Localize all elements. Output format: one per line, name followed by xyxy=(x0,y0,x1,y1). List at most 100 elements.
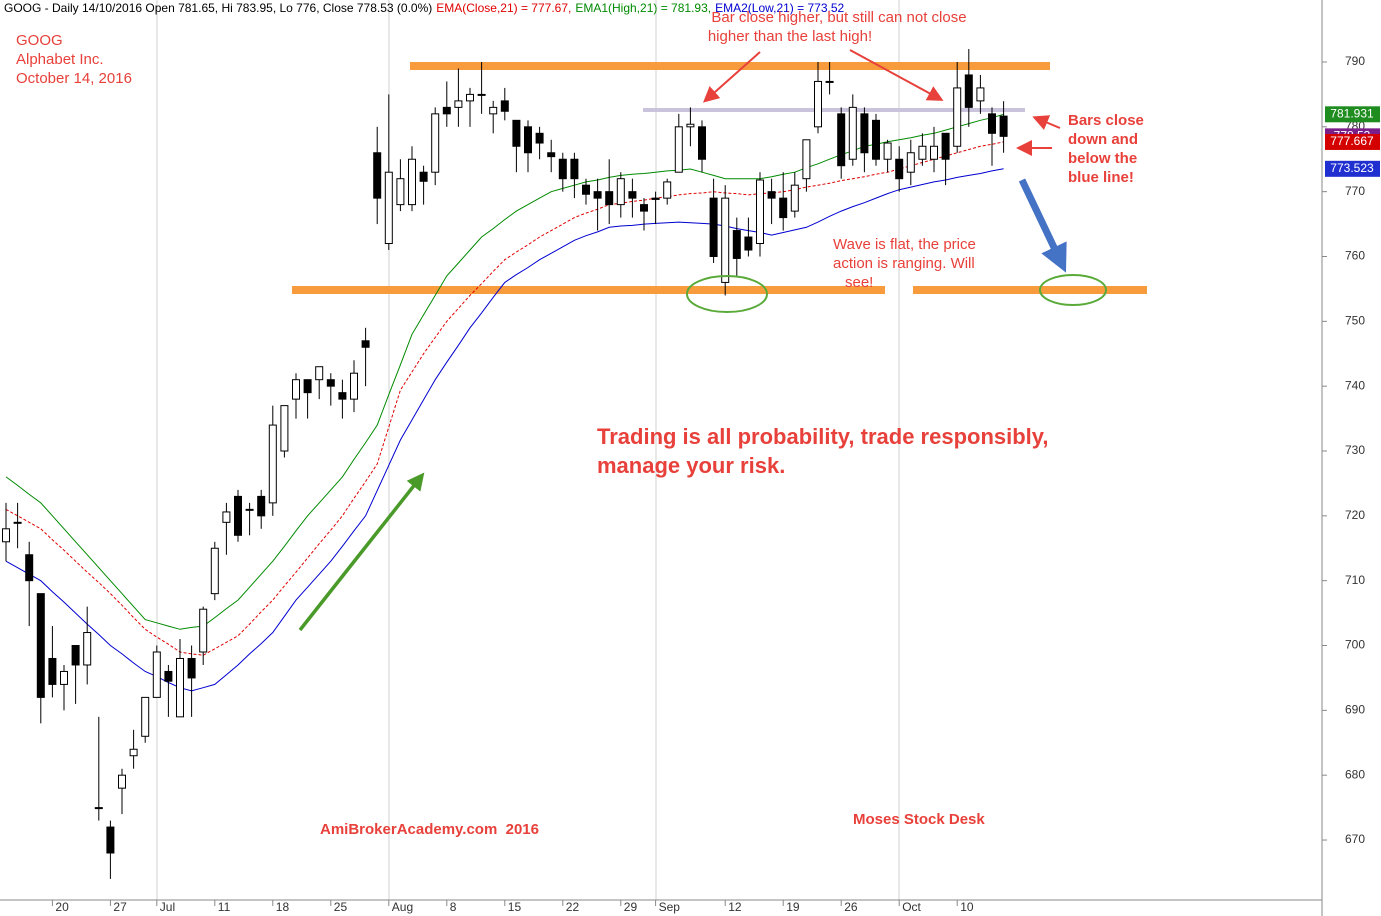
candle-body xyxy=(83,632,92,666)
ema-line xyxy=(5,168,1004,692)
candle-body xyxy=(60,670,68,685)
ema-line xyxy=(5,141,1004,656)
x-tick-label: Sep xyxy=(659,900,681,914)
x-tick-label: 18 xyxy=(276,900,290,914)
candle-body xyxy=(408,158,416,206)
candle-body xyxy=(373,152,382,199)
candle-body xyxy=(837,113,846,167)
candle-body xyxy=(872,119,880,160)
candle-body xyxy=(350,372,358,400)
candle-body xyxy=(605,191,614,206)
candle-body xyxy=(210,547,219,595)
x-tick-label: 20 xyxy=(55,900,69,914)
candle-body xyxy=(489,106,498,115)
candle-body xyxy=(141,696,150,737)
candle-body xyxy=(640,204,648,212)
candle-body xyxy=(199,608,208,653)
candle-body xyxy=(570,158,579,180)
candle-body xyxy=(756,179,764,245)
close-note: down and xyxy=(1068,131,1138,148)
candle-body xyxy=(361,340,370,348)
y-tick-label: 720 xyxy=(1345,508,1365,522)
candle-body xyxy=(616,178,625,206)
header-title: GOOG - Daily 14/10/2016 Open 781.65, Hi … xyxy=(4,1,432,15)
high-note: Bar close higher, but still can not clos… xyxy=(711,9,966,26)
close-note: blue line! xyxy=(1068,169,1134,186)
candle-body xyxy=(976,87,985,102)
candle-body xyxy=(396,178,405,206)
candle-body xyxy=(930,145,938,160)
close-note: below the xyxy=(1068,150,1137,167)
company-note: Alphabet Inc. xyxy=(16,51,104,68)
x-tick-label: 15 xyxy=(508,900,522,914)
wave-note: action is ranging. Will xyxy=(833,255,975,272)
candle-body xyxy=(895,158,904,180)
desk-note: Moses Stock Desk xyxy=(853,811,985,828)
candle-body xyxy=(477,93,486,96)
candle-body xyxy=(744,236,753,251)
candle-body xyxy=(906,152,915,173)
x-tick-label: 22 xyxy=(566,900,580,914)
ema-line xyxy=(5,113,1004,630)
candle-body xyxy=(779,197,788,219)
x-tick-label: Oct xyxy=(902,900,921,914)
site-note: AmiBrokerAcademy.com 2016 xyxy=(320,821,539,838)
y-tick-label: 740 xyxy=(1345,378,1365,392)
candle-body xyxy=(222,511,231,523)
y-tick-label: 680 xyxy=(1345,767,1365,781)
candle-body xyxy=(732,230,741,259)
header: GOOG - Daily 14/10/2016 Open 781.65, Hi … xyxy=(4,1,845,15)
candle-body xyxy=(25,554,34,582)
candle-body xyxy=(651,197,660,200)
candle-body xyxy=(13,521,22,524)
value-tag xyxy=(1325,106,1380,123)
y-tick-label: 760 xyxy=(1345,249,1365,263)
candle-body xyxy=(883,142,892,160)
candle-body xyxy=(582,184,590,195)
candle-body xyxy=(790,184,799,212)
candle-body xyxy=(999,115,1008,137)
value-tag xyxy=(1325,160,1380,177)
x-tick-label: 12 xyxy=(728,900,742,914)
candle-body xyxy=(802,139,811,180)
candle-body xyxy=(431,113,440,173)
candle-body xyxy=(663,181,672,199)
candle-body xyxy=(918,145,927,160)
candle-body xyxy=(988,113,996,134)
wave-note: Wave is flat, the price xyxy=(833,236,976,253)
candle-body xyxy=(106,826,115,854)
candle-body xyxy=(292,379,300,400)
candle-body xyxy=(129,748,138,757)
candle-body xyxy=(48,657,57,685)
candle-body xyxy=(674,126,683,173)
candle-body xyxy=(176,657,184,718)
candle-body xyxy=(454,100,463,108)
candle-body xyxy=(767,191,776,199)
company-note: GOOG xyxy=(16,32,63,49)
x-tick-label: 19 xyxy=(786,900,800,914)
candle-body xyxy=(315,366,324,381)
candle-body xyxy=(593,191,602,199)
y-tick-label: 710 xyxy=(1345,573,1365,587)
value-tag-label: 777.667 xyxy=(1330,134,1374,148)
candle-body xyxy=(628,191,637,199)
candle-body xyxy=(303,379,312,394)
y-tick-label: 790 xyxy=(1345,54,1365,68)
legend-entry: EMA1(High,21) = 781.93, xyxy=(575,1,711,15)
candle-body xyxy=(698,126,706,160)
x-tick-label: 10 xyxy=(960,900,974,914)
y-tick-label: 700 xyxy=(1345,638,1365,652)
candle-body xyxy=(2,528,10,543)
candle-body xyxy=(234,495,242,536)
risk-note: Trading is all probability, trade respon… xyxy=(597,424,1049,449)
candle-body xyxy=(953,87,962,147)
legend-entry: EMA(Close,21) = 777.67, xyxy=(436,1,571,15)
candle-body xyxy=(187,657,196,679)
y-tick-label: 690 xyxy=(1345,703,1365,717)
risk-note: manage your risk. xyxy=(597,453,785,478)
wave-note: see! xyxy=(845,274,873,291)
candle-body xyxy=(466,93,474,102)
candle-body xyxy=(558,158,567,180)
